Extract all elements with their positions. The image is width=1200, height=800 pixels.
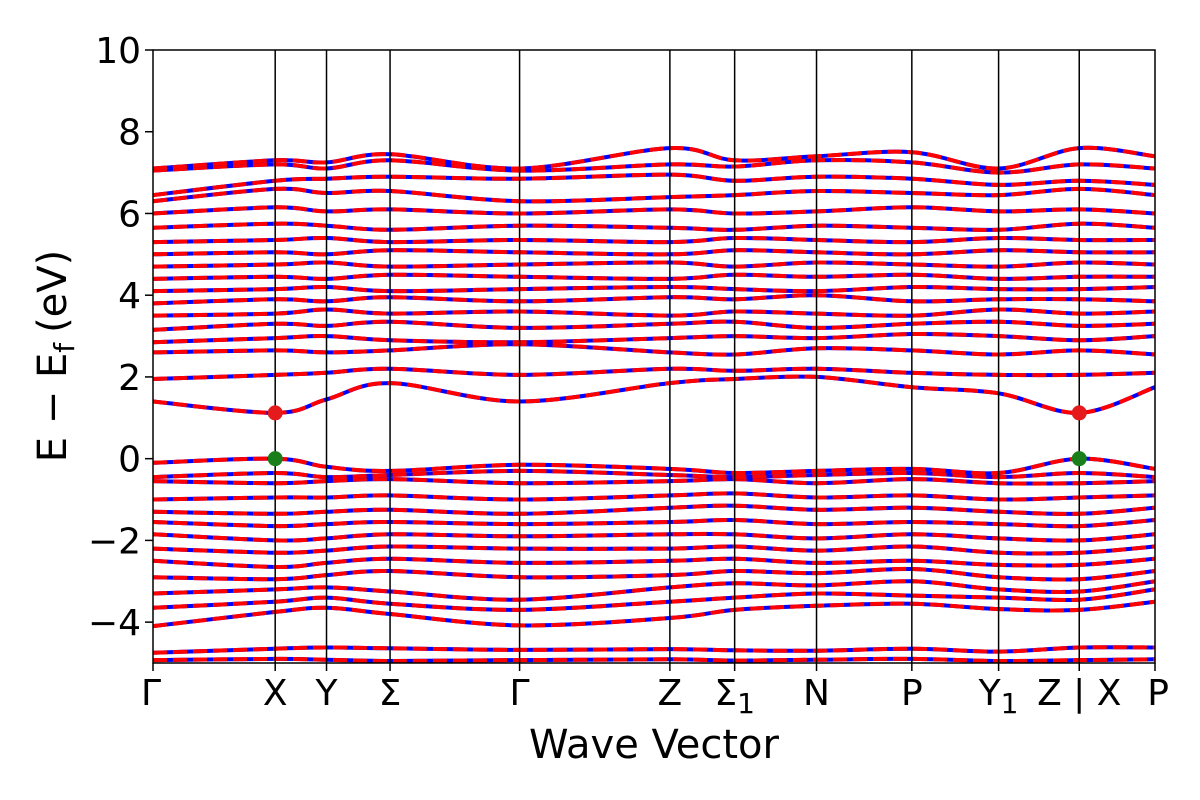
- x-tick-label-11: P: [1147, 673, 1169, 714]
- band-15-spin-up: [153, 374, 1155, 415]
- plot-frame: [152, 49, 1156, 664]
- high-symmetry-lines: [274, 50, 1080, 663]
- band-16-spin-up: [153, 366, 1155, 381]
- y-axis-label-group: E − Ef (eV): [30, 250, 81, 463]
- band-1-spin-up: [153, 645, 1155, 655]
- band-23-spin-up: [153, 272, 1155, 281]
- band-19-spin-up: [153, 319, 1155, 332]
- x-tick-label-1: X: [263, 673, 288, 714]
- band-8-spin-up: [153, 531, 1155, 543]
- x-axis-ticks: Γ X Y Σ Γ Z Σ1 N P Y1 Z | X P: [141, 663, 1169, 720]
- x-tick-label-3: Σ: [379, 673, 402, 714]
- band-11-spin-up: [153, 491, 1155, 502]
- y-tick-label-4: 4: [118, 276, 141, 317]
- y-tick-label-7: 10: [95, 31, 141, 72]
- x-axis-label: Wave Vector: [529, 722, 780, 768]
- band-2-spin-up: [153, 599, 1155, 629]
- band-21-spin-up: [153, 293, 1155, 306]
- x-tick-label-6: Σ1: [714, 673, 755, 720]
- band-25-spin-up: [153, 248, 1155, 257]
- y-tick-label-3: 2: [118, 358, 141, 399]
- x-tick-label-8: P: [901, 673, 923, 714]
- x-tick-label-5: Z: [658, 673, 683, 714]
- vbm-marker-1: [267, 451, 283, 467]
- band-10-spin-up: [153, 503, 1155, 516]
- y-tick-label-1: −2: [88, 521, 141, 562]
- y-axis-ticks: −4 −2 0 2 4 6 8 10: [88, 31, 153, 644]
- y-tick-label-2: 0: [118, 440, 141, 481]
- band-14-spin-up: [153, 456, 1155, 476]
- x-tick-label-7: N: [803, 673, 830, 714]
- band-5-spin-up: [153, 566, 1155, 582]
- band-9-spin-up: [153, 517, 1155, 529]
- band-29-spin-up: [153, 186, 1155, 204]
- y-tick-label-5: 6: [118, 194, 141, 235]
- bands-layer: [153, 145, 1155, 663]
- band-0-spin-up: [153, 656, 1155, 663]
- band-26-spin-up: [153, 235, 1155, 245]
- band-20-spin-up: [153, 307, 1155, 318]
- band-17-spin-up: [153, 342, 1155, 357]
- band-27-spin-up: [153, 221, 1155, 232]
- y-axis-label-main: E − E: [30, 353, 76, 463]
- extrema-markers: [267, 405, 1087, 467]
- band-22-spin-up: [153, 284, 1155, 294]
- y-axis-label: E − Ef (eV): [30, 250, 81, 463]
- x-tick-label-2: Y: [315, 673, 339, 714]
- band-18-spin-up: [153, 331, 1155, 345]
- x-tick-label-4: Γ: [510, 673, 530, 714]
- band-28-spin-up: [153, 205, 1155, 216]
- y-axis-label-unit: (eV): [30, 250, 76, 333]
- band-12-spin-up: [153, 477, 1155, 486]
- cbm-marker-2: [1071, 405, 1087, 421]
- y-tick-label-0: −4: [88, 603, 141, 644]
- band-2-spin-down: [153, 599, 1155, 629]
- band-6-spin-up: [153, 556, 1155, 570]
- y-tick-label-6: 8: [118, 113, 141, 154]
- x-tick-label-0: Γ: [141, 673, 161, 714]
- vbm-marker-3: [1071, 451, 1087, 467]
- band-7-spin-up: [153, 544, 1155, 556]
- x-tick-label-10: Z | X: [1037, 673, 1121, 714]
- cbm-marker-0: [267, 405, 283, 421]
- x-tick-label-9: Y1: [978, 673, 1019, 720]
- band-24-spin-up: [153, 260, 1155, 269]
- y-axis-label-subscript: f: [48, 342, 81, 353]
